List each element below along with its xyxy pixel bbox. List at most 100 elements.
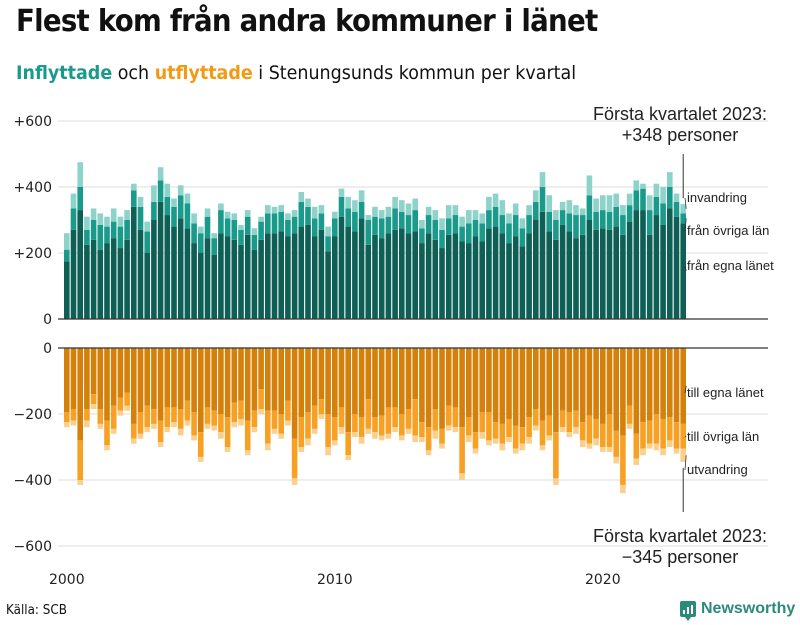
bar-outflow-utvandring bbox=[238, 418, 244, 426]
bar-inflow-egna bbox=[600, 228, 606, 319]
bar-outflow-egna bbox=[466, 348, 472, 418]
bar-inflow-ovriga bbox=[352, 211, 358, 232]
bar-inflow-ovriga bbox=[84, 229, 90, 245]
bar-inflow-ovriga bbox=[566, 213, 573, 232]
bar-outflow-ovriga bbox=[566, 412, 573, 433]
bar-inflow-ovriga bbox=[325, 236, 331, 252]
bar-outflow-ovriga bbox=[204, 407, 211, 424]
bar-inflow-invandring bbox=[459, 216, 465, 227]
bar-inflow-invandring bbox=[238, 224, 244, 230]
bar-outflow-utvandring bbox=[633, 458, 640, 466]
bar-outflow-ovriga bbox=[378, 415, 385, 436]
bar-inflow-egna bbox=[432, 239, 439, 319]
bar-outflow-ovriga bbox=[405, 409, 412, 429]
segment-label-leader bbox=[684, 455, 687, 471]
bar-inflow-invandring bbox=[660, 187, 666, 204]
bar-inflow-invandring bbox=[633, 180, 640, 191]
bar-outflow-ovriga bbox=[298, 417, 305, 447]
segment-label-leader bbox=[684, 435, 687, 438]
bar-inflow-ovriga bbox=[332, 218, 338, 237]
bar-outflow-utvandring bbox=[660, 448, 666, 456]
bar-outflow-egna bbox=[419, 348, 425, 423]
bar-inflow-ovriga bbox=[358, 201, 365, 219]
bar-inflow-egna bbox=[177, 218, 184, 319]
newsworthy-logo[interactable]: Newsworthy bbox=[680, 600, 795, 621]
bar-outflow-utvandring bbox=[439, 443, 445, 449]
bar-outflow-egna bbox=[137, 348, 144, 413]
y-tick-label: 0 bbox=[43, 312, 52, 328]
bar-inflow-egna bbox=[238, 244, 244, 319]
bar-inflow-egna bbox=[224, 236, 231, 319]
bar-outflow-egna bbox=[291, 348, 298, 439]
bar-inflow-invandring bbox=[586, 175, 593, 196]
bar-outflow-egna bbox=[573, 348, 579, 411]
bar-outflow-utvandring bbox=[171, 422, 177, 428]
bar-inflow-invandring bbox=[157, 167, 164, 181]
bar-outflow-utvandring bbox=[566, 432, 573, 438]
bar-inflow-invandring bbox=[673, 193, 680, 202]
bar-inflow-invandring bbox=[385, 206, 392, 217]
bar-inflow-egna bbox=[271, 233, 278, 319]
bar-outflow-egna bbox=[399, 348, 405, 414]
bar-inflow-egna bbox=[137, 229, 144, 319]
bar-outflow-egna bbox=[352, 348, 358, 414]
bar-outflow-ovriga bbox=[646, 420, 653, 444]
bar-outflow-utvandring bbox=[419, 437, 425, 443]
bar-inflow-invandring bbox=[332, 211, 338, 219]
bar-inflow-ovriga bbox=[110, 221, 117, 239]
bar-inflow-invandring bbox=[506, 213, 512, 224]
bar-inflow-egna bbox=[667, 208, 673, 319]
chart-subtitle: Inflyttade och utflyttade i Stenungsunds… bbox=[16, 62, 576, 84]
bar-inflow-ovriga bbox=[425, 215, 432, 234]
bar-outflow-egna bbox=[244, 348, 251, 421]
bar-outflow-utvandring bbox=[519, 443, 526, 451]
bar-outflow-ovriga bbox=[653, 414, 660, 444]
bar-inflow-egna bbox=[64, 261, 70, 319]
bar-outflow-ovriga bbox=[392, 407, 398, 428]
bar-inflow-ovriga bbox=[64, 249, 70, 262]
bar-outflow-ovriga bbox=[77, 440, 83, 480]
bar-outflow-ovriga bbox=[352, 414, 358, 433]
bar-outflow-ovriga bbox=[97, 409, 104, 424]
bar-outflow-utvandring bbox=[77, 480, 83, 485]
bar-inflow-egna bbox=[325, 251, 331, 319]
bar-outflow-egna bbox=[606, 348, 613, 414]
bar-outflow-egna bbox=[439, 348, 445, 429]
bar-outflow-ovriga bbox=[338, 407, 345, 428]
y-tick-label: 0 bbox=[43, 341, 52, 357]
bar-inflow-ovriga bbox=[291, 216, 298, 234]
bar-inflow-invandring bbox=[311, 206, 318, 219]
bar-inflow-ovriga bbox=[432, 220, 439, 240]
bar-outflow-ovriga bbox=[191, 412, 197, 436]
bar-inflow-egna bbox=[566, 231, 573, 319]
bar-inflow-invandring bbox=[640, 183, 646, 189]
y-tick-label: +200 bbox=[14, 246, 52, 262]
bar-outflow-egna bbox=[117, 348, 124, 398]
bar-outflow-ovriga bbox=[526, 417, 532, 438]
bar-outflow-ovriga bbox=[579, 422, 586, 441]
bar-inflow-egna bbox=[244, 234, 251, 319]
bar-inflow-egna bbox=[131, 206, 137, 319]
bar-inflow-ovriga bbox=[472, 220, 479, 237]
bar-outflow-ovriga bbox=[104, 420, 110, 446]
bar-inflow-invandring bbox=[117, 216, 124, 227]
bar-outflow-egna bbox=[613, 348, 619, 431]
bar-inflow-ovriga bbox=[466, 223, 472, 244]
bar-outflow-utvandring bbox=[184, 420, 191, 426]
bar-outflow-utvandring bbox=[64, 422, 70, 428]
bar-outflow-egna bbox=[600, 348, 606, 424]
bar-outflow-egna bbox=[90, 348, 97, 395]
bar-inflow-ovriga bbox=[680, 213, 686, 224]
bar-outflow-utvandring bbox=[526, 437, 532, 444]
bar-outflow-egna bbox=[579, 348, 586, 423]
bar-outflow-egna bbox=[432, 348, 439, 410]
bar-inflow-invandring bbox=[318, 205, 325, 214]
bar-outflow-ovriga bbox=[519, 427, 526, 444]
bar-inflow-egna bbox=[633, 210, 640, 319]
bar-outflow-egna bbox=[265, 348, 271, 411]
bar-outflow-egna bbox=[372, 348, 378, 418]
bar-inflow-ovriga bbox=[244, 216, 251, 235]
bar-outflow-ovriga bbox=[667, 417, 673, 441]
segment-label-leader bbox=[684, 265, 687, 272]
bar-outflow-ovriga bbox=[419, 422, 425, 438]
